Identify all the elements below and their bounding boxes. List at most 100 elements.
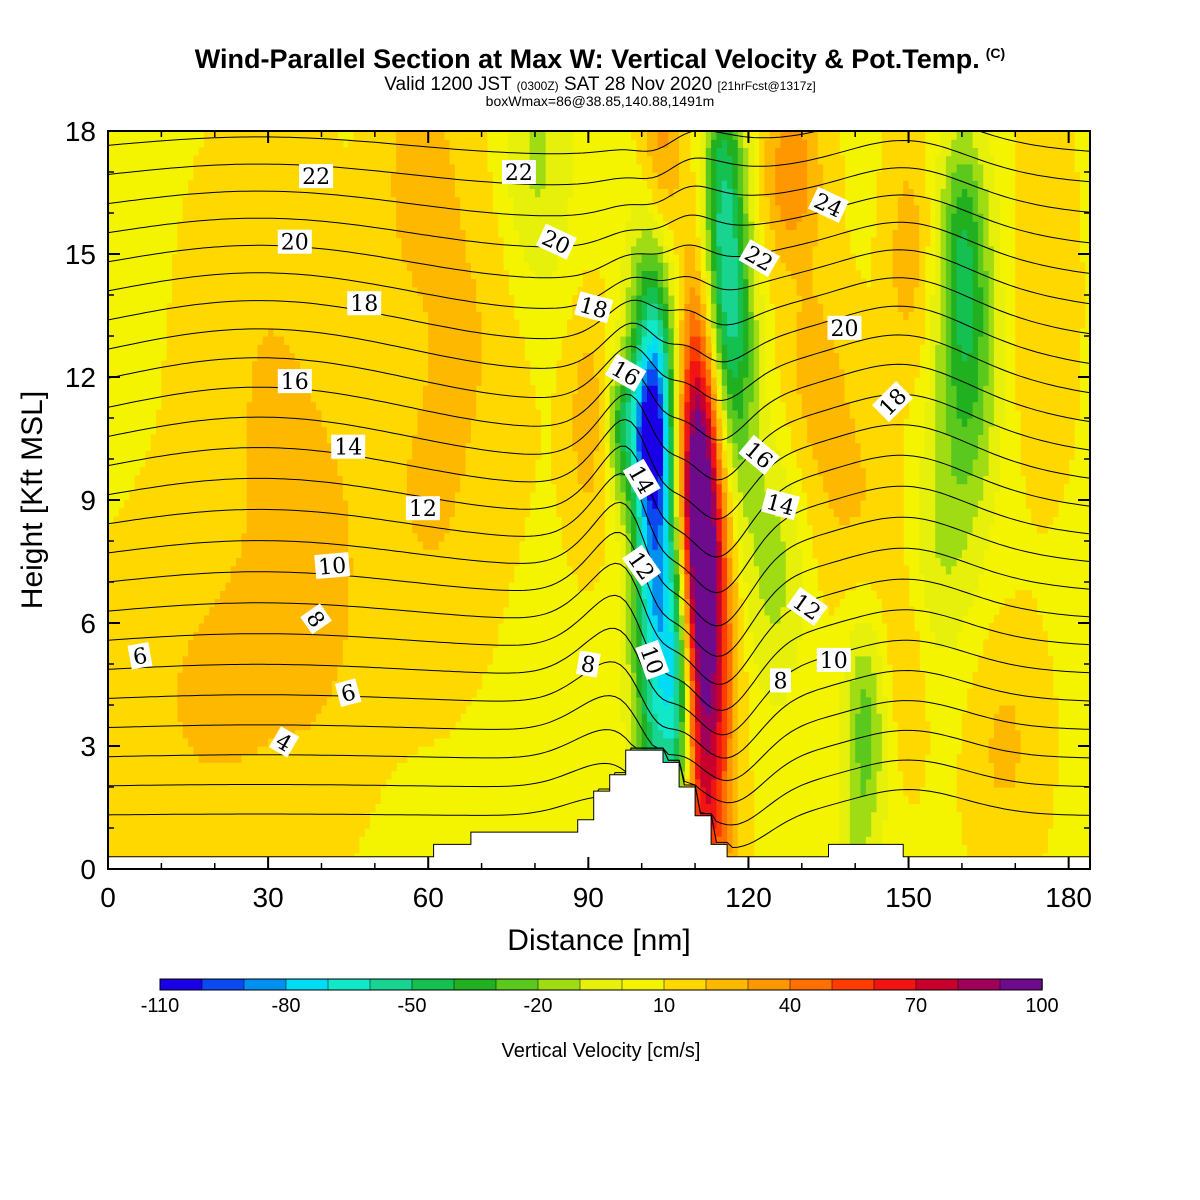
velocity-cell [129, 582, 136, 591]
velocity-cell [860, 573, 867, 583]
velocity-cell [321, 696, 328, 706]
velocity-cell [118, 606, 125, 616]
velocity-cell [433, 582, 440, 591]
velocity-cell [716, 778, 723, 788]
velocity-cell [956, 754, 963, 763]
velocity-cell [913, 754, 920, 763]
velocity-cell [204, 573, 211, 583]
velocity-cell [476, 541, 483, 550]
velocity-cell [204, 778, 211, 788]
velocity-cell [892, 713, 899, 722]
velocity-cell [657, 737, 664, 747]
velocity-cell [1015, 688, 1022, 698]
velocity-cell [374, 582, 381, 591]
velocity-cell [182, 590, 189, 599]
velocity-cell [257, 680, 264, 690]
velocity-cell [497, 614, 504, 624]
velocity-cell [967, 549, 974, 558]
velocity-cell [182, 713, 189, 722]
velocity-cell [300, 557, 307, 567]
chart-subtitle: Valid 1200 JST (0300Z) SAT 28 Nov 2020 [… [0, 74, 1200, 96]
velocity-cell [252, 541, 259, 550]
velocity-cell [177, 688, 184, 698]
velocity-cell [577, 549, 584, 558]
velocity-cell [716, 672, 723, 681]
velocity-cell [268, 803, 275, 813]
velocity-cell [652, 680, 659, 690]
velocity-cell [161, 795, 168, 804]
velocity-cell [481, 590, 488, 599]
velocity-cell [465, 573, 472, 583]
velocity-cell [364, 549, 371, 558]
velocity-cell [695, 541, 702, 550]
velocity-cell [422, 532, 429, 542]
velocity-cell [828, 606, 835, 616]
velocity-cell [711, 623, 718, 632]
velocity-cell [390, 565, 397, 575]
velocity-cell [929, 532, 936, 542]
velocity-cell [412, 631, 419, 640]
velocity-cell [486, 549, 493, 558]
velocity-cell [374, 705, 381, 714]
velocity-cell [337, 614, 344, 624]
velocity-cell [198, 647, 205, 657]
velocity-cell [230, 762, 237, 772]
velocity-cell [225, 664, 232, 673]
velocity-cell [225, 828, 232, 837]
velocity-cell [316, 696, 323, 706]
velocity-cell [1025, 795, 1032, 804]
velocity-cell [438, 655, 445, 665]
velocity-cell [156, 778, 162, 788]
velocity-cell [727, 754, 734, 763]
velocity-cell [342, 524, 349, 534]
velocity-cell [257, 795, 264, 804]
velocity-cell [257, 811, 264, 821]
velocity-cell [198, 598, 205, 608]
velocity-cell [470, 524, 477, 534]
velocity-cell [625, 623, 632, 632]
velocity-cell [716, 721, 723, 731]
velocity-cell [252, 811, 259, 821]
velocity-cell [268, 811, 275, 821]
velocity-cell [1020, 655, 1027, 665]
velocity-cell [764, 631, 771, 640]
velocity-cell [417, 647, 424, 657]
velocity-cell [140, 795, 146, 804]
velocity-cell [406, 541, 413, 550]
velocity-cell [753, 565, 760, 575]
velocity-cell [908, 696, 915, 706]
velocity-cell [353, 647, 360, 657]
velocity-cell [134, 770, 141, 780]
velocity-cell [369, 647, 376, 657]
velocity-cell [983, 803, 990, 813]
velocity-cell [737, 614, 744, 624]
velocity-cell [1020, 729, 1027, 739]
velocity-cell [881, 582, 888, 591]
velocity-cell [732, 623, 739, 632]
velocity-cell [881, 565, 888, 575]
velocity-cell [972, 737, 979, 747]
velocity-cell [369, 639, 376, 649]
velocity-cell [225, 836, 232, 845]
velocity-cell [1031, 787, 1038, 796]
velocity-cell [743, 549, 750, 558]
velocity-cell [849, 836, 856, 845]
velocity-cell [337, 664, 344, 673]
velocity-cell [641, 598, 648, 608]
velocity-cell [198, 828, 205, 837]
velocity-cell [1020, 672, 1027, 681]
velocity-cell [1009, 762, 1016, 772]
velocity-cell [433, 549, 440, 558]
velocity-cell [721, 836, 728, 845]
velocity-cell [284, 828, 291, 837]
velocity-cell [599, 532, 605, 542]
velocity-cell [732, 787, 739, 796]
velocity-cell [326, 746, 333, 755]
velocity-cell [956, 623, 963, 632]
velocity-cell [732, 647, 739, 657]
velocity-cell [214, 795, 221, 804]
velocity-cell [1004, 705, 1011, 714]
velocity-cell [150, 647, 157, 657]
velocity-cell [150, 532, 157, 542]
velocity-cell [983, 754, 990, 763]
